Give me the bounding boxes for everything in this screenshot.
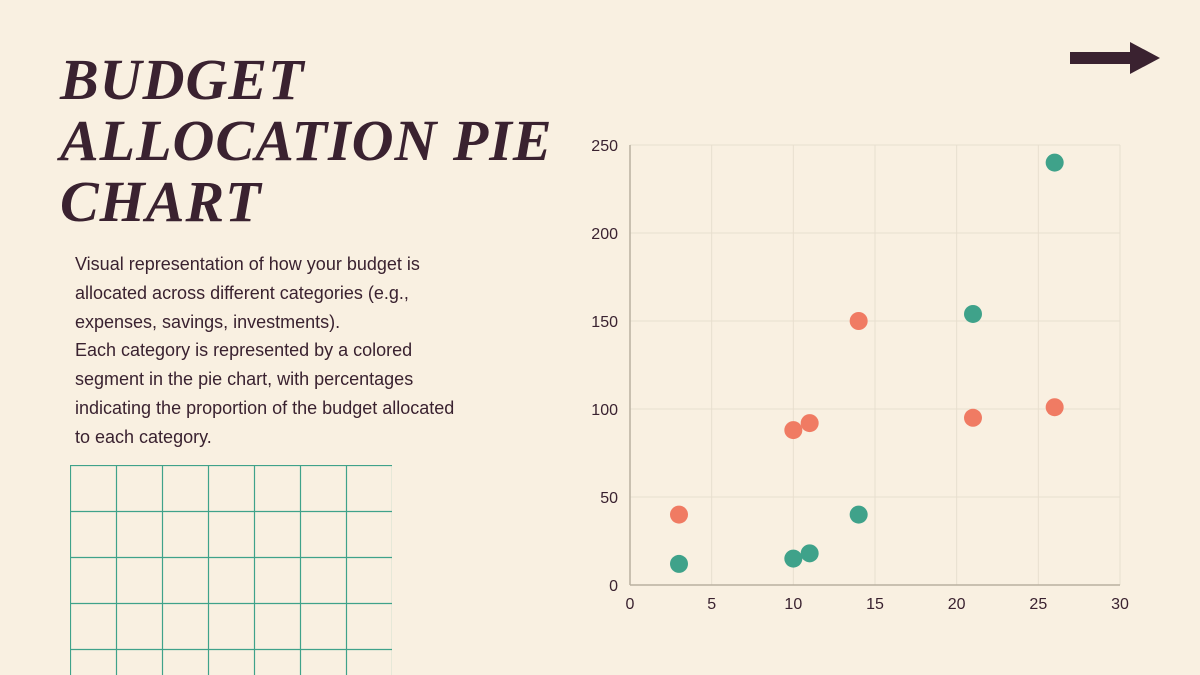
scatter-point — [1046, 154, 1064, 172]
y-tick-label: 100 — [591, 402, 618, 419]
y-tick-label: 200 — [591, 226, 618, 243]
y-tick-label: 50 — [600, 490, 618, 507]
scatter-point — [670, 555, 688, 573]
y-tick-label: 150 — [591, 314, 618, 331]
x-tick-label: 30 — [1111, 596, 1129, 613]
x-tick-label: 5 — [707, 596, 716, 613]
scatter-point — [670, 506, 688, 524]
scatter-point — [784, 550, 802, 568]
y-tick-label: 250 — [591, 138, 618, 155]
scatter-point — [964, 409, 982, 427]
scatter-point — [850, 312, 868, 330]
scatter-point — [964, 305, 982, 323]
scatter-point — [784, 421, 802, 439]
scatter-point — [801, 414, 819, 432]
x-tick-label: 15 — [866, 596, 884, 613]
x-tick-label: 0 — [626, 596, 635, 613]
x-tick-label: 20 — [948, 596, 966, 613]
decorative-grid — [70, 465, 392, 675]
scatter-point — [850, 506, 868, 524]
scatter-point — [1046, 398, 1064, 416]
scatter-chart: 0 5 10 15 20 25 30 0 50 100 150 200 250 — [560, 135, 1140, 625]
description-text: Visual representation of how your budget… — [75, 250, 455, 452]
y-tick-label: 0 — [609, 578, 618, 595]
scatter-point — [801, 544, 819, 562]
next-arrow-icon[interactable] — [1070, 40, 1160, 76]
x-tick-label: 10 — [784, 596, 802, 613]
x-tick-label: 25 — [1029, 596, 1047, 613]
